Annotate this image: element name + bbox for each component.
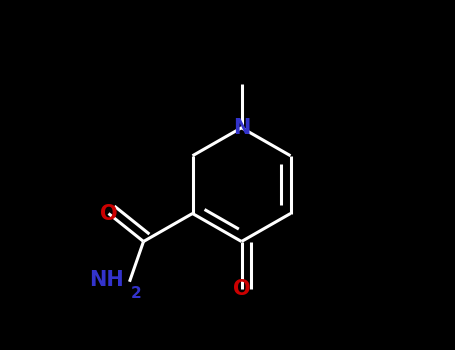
Text: 2: 2 [131,286,142,301]
Text: O: O [233,279,250,299]
Text: NH: NH [90,270,124,290]
Text: N: N [233,118,250,138]
Text: O: O [100,203,117,224]
